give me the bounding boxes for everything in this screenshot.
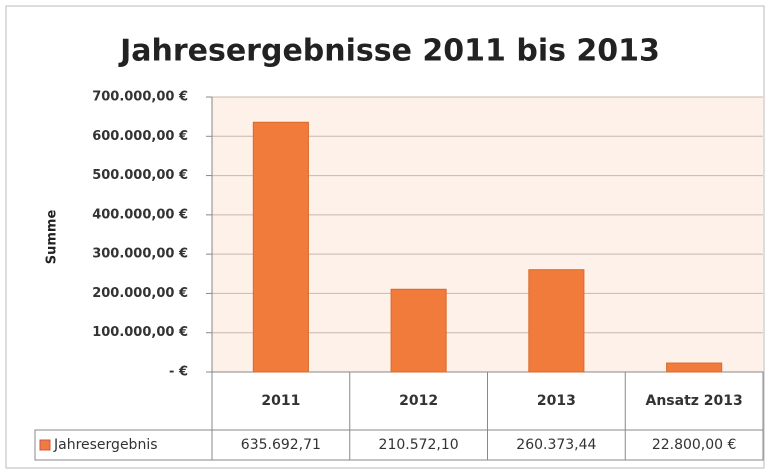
x-tick-label: 2013: [537, 393, 576, 409]
data-label: 210.572,10: [379, 437, 459, 453]
y-tick-label: 700.000,00 €: [92, 90, 188, 105]
y-tick-label: 400.000,00 €: [92, 207, 188, 222]
chart-title: Jahresergebnisse 2011 bis 2013: [118, 34, 660, 69]
x-tick-label: Ansatz 2013: [645, 393, 742, 409]
y-tick-label: 600.000,00 €: [92, 129, 188, 144]
y-tick-label: 200.000,00 €: [92, 286, 188, 301]
legend-swatch: [39, 439, 51, 451]
x-tick-label: 2012: [399, 393, 438, 409]
bar: [528, 269, 585, 373]
bar: [666, 362, 723, 373]
data-label: 22.800,00 €: [652, 437, 737, 453]
bar: [252, 121, 309, 373]
legend-label: Jahresergebnis: [53, 437, 158, 453]
y-tick-label: 500.000,00 €: [92, 168, 188, 183]
y-axis-title: Summe: [45, 210, 60, 265]
data-label: 635.692,71: [241, 437, 321, 453]
bar: [390, 288, 447, 373]
x-tick-label: 2011: [261, 393, 300, 409]
data-label: 260.373,44: [516, 437, 596, 453]
y-tick-label: 300.000,00 €: [92, 247, 188, 262]
y-tick-label: 100.000,00 €: [92, 325, 188, 340]
legend-cell: [34, 429, 213, 461]
y-tick-label: - €: [169, 365, 188, 380]
